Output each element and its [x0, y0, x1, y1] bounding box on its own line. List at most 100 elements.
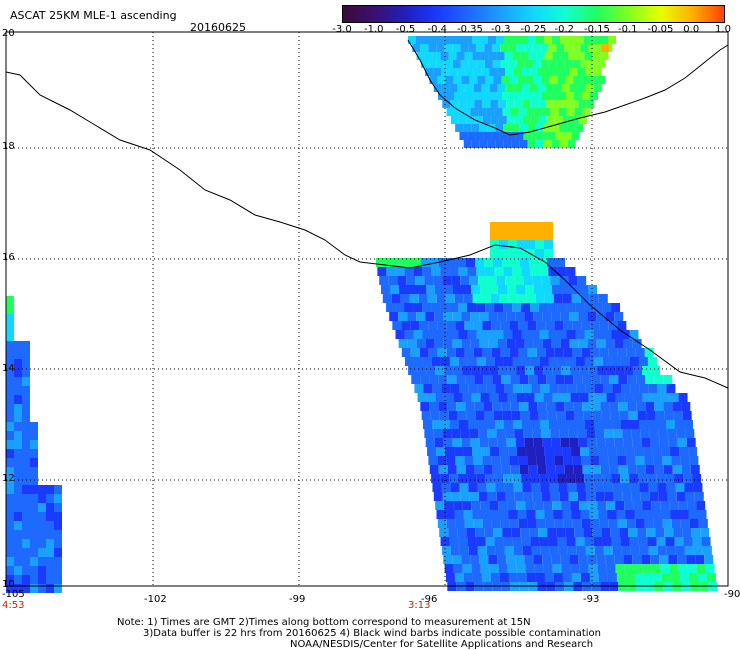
swath-cell-main [551, 438, 561, 447]
swath-cell-top [562, 100, 571, 108]
swath-cell-top [527, 140, 536, 148]
swath-cell-main [642, 501, 652, 510]
lon-label-105: -105 [2, 589, 25, 600]
swath-cell-main [512, 267, 522, 276]
swath-cell-main [455, 348, 465, 357]
swath-cell-main [631, 429, 641, 438]
swath-cell-main [564, 465, 574, 474]
swath-cell-top [428, 60, 437, 68]
swath-cell-top [566, 92, 574, 100]
swath-cell-main [473, 348, 483, 357]
swath-cell-main [507, 564, 517, 573]
swath-cell-top [536, 36, 544, 44]
swath-cell-top [530, 100, 539, 108]
swath-cell-top [530, 116, 539, 124]
swath-cell-main [645, 465, 655, 474]
swath-cell-main [456, 375, 466, 384]
swath-cell-left [14, 494, 22, 503]
swath-cell-main [572, 456, 582, 465]
swath-cell-main [594, 420, 603, 429]
swath-cell-main [482, 348, 492, 357]
swath-cell-top [480, 36, 488, 44]
swath-cell-top [568, 52, 577, 60]
swath-cell-main [538, 528, 548, 537]
swath-cell-main [395, 303, 405, 312]
swath-cell-main [608, 348, 618, 357]
lat-label-12: 12 [2, 473, 15, 484]
swath-cell-top [467, 132, 476, 140]
swath-cell-main [527, 321, 537, 330]
swath-cell-main [649, 429, 659, 438]
swath-cell-left [46, 539, 54, 548]
swath-cell-main [632, 555, 642, 564]
swath-cell-left [22, 503, 30, 512]
swath-cell-main [570, 366, 580, 375]
swath-cell-main [513, 546, 523, 555]
swath-cell-main [467, 303, 477, 312]
swath-cell-main [640, 429, 650, 438]
swath-cell-main [611, 303, 621, 312]
swath-cell-main [530, 267, 540, 276]
swath-cell-top [494, 92, 502, 100]
swath-cell-main [619, 528, 629, 537]
swath-cell-main [463, 447, 473, 456]
swath-cell-main [667, 492, 677, 501]
swath-cell-main [505, 276, 515, 285]
swath-cell-top [438, 92, 446, 100]
swath-cell-main [456, 402, 466, 411]
swath-cell-main [627, 465, 637, 474]
swath-cell-main [596, 339, 606, 348]
swath-cell-top [592, 52, 601, 60]
swath-cell-left [6, 458, 14, 467]
swath-cell-main [679, 447, 689, 456]
swath-cell-main [644, 519, 654, 528]
swath-cell-main [432, 384, 442, 393]
swath-cell-main [530, 357, 540, 366]
swath-cell-main [435, 285, 444, 294]
swath-cell-left [46, 530, 54, 539]
swath-cell-main [434, 339, 444, 348]
swath-cell-main [493, 258, 502, 267]
swath-cell-main [537, 402, 547, 411]
swath-cell-main [445, 447, 455, 456]
swath-cell-main [603, 546, 613, 555]
swath-cell-top [485, 76, 494, 84]
swath-cell-main [452, 339, 462, 348]
swath-cell-main [432, 483, 442, 492]
swath-cell-top [553, 68, 562, 76]
swath-cell-top [510, 108, 519, 116]
swath-cell-main [500, 348, 510, 357]
swath-cell-main [401, 321, 411, 330]
swath-cell-main [430, 258, 439, 267]
swath-cell-main [404, 303, 414, 312]
swath-cell-main [511, 528, 521, 537]
swath-cell-main [482, 321, 492, 330]
swath-cell-left [14, 449, 22, 458]
swath-cell-main [530, 474, 540, 483]
swath-cell-main [433, 492, 443, 501]
swath-cell-main [420, 375, 430, 384]
swath-cell-top [449, 68, 458, 76]
swath-cell-main [623, 339, 633, 348]
swath-cell-main [580, 573, 590, 582]
swath-cell-main [513, 420, 522, 429]
swath-cell-main [684, 483, 694, 492]
swath-cell-left [22, 350, 30, 359]
swath-cell-main [553, 573, 563, 582]
swath-cell-left [30, 467, 38, 476]
swath-cell-main [410, 348, 420, 357]
swath-cell-main [458, 474, 468, 483]
swath-cell-main [570, 393, 580, 402]
swath-cell-left [6, 368, 14, 377]
swath-cell-main [542, 339, 552, 348]
swath-cell-top [596, 44, 605, 52]
swath-cell-main [533, 555, 543, 564]
swath-cell-main [454, 294, 464, 303]
swath-cell-main [575, 357, 585, 366]
swath-cell-top [444, 60, 453, 68]
swath-cell-main [677, 438, 687, 447]
swath-cell-top [502, 108, 511, 116]
swath-cell-top [512, 36, 520, 44]
swath-cell-left [22, 584, 30, 593]
swath-cell-main [473, 456, 483, 465]
